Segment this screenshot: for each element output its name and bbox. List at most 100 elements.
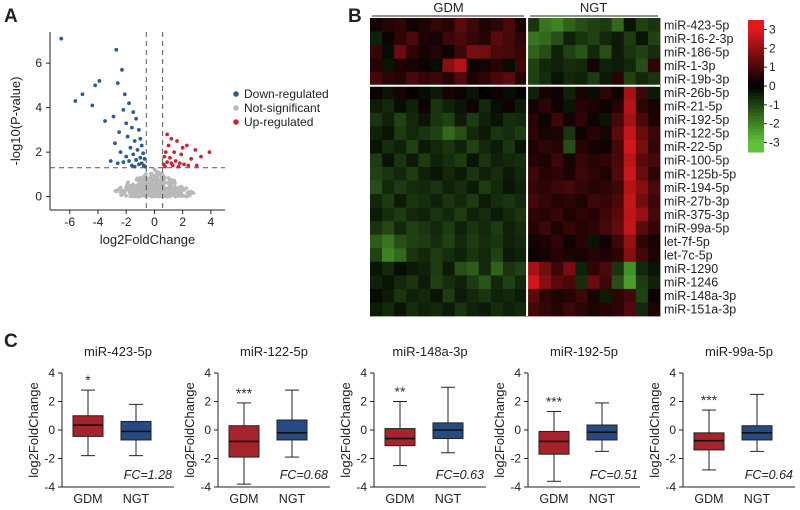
heatmap-cell [635, 139, 649, 154]
heatmap-cell [454, 31, 468, 46]
heatmap-cell [442, 85, 455, 100]
heatmap-cell [515, 139, 528, 154]
colorbar-segment [748, 72, 764, 77]
heatmap-cell [490, 207, 504, 222]
point-up [199, 154, 203, 159]
heatmap-cell [502, 18, 516, 32]
heatmap-cell [527, 58, 540, 73]
heatmap-cell [406, 45, 419, 60]
point-not-significant [142, 190, 147, 195]
colorbar-segment [748, 115, 764, 120]
heatmap-cell [430, 221, 443, 236]
heatmap-cell [599, 99, 613, 114]
heatmap-cell [611, 18, 625, 32]
heatmap-cell [575, 72, 588, 87]
heatmap-cell [611, 275, 625, 290]
legend-label: Up-regulated [244, 115, 313, 129]
point-not-significant [115, 189, 119, 194]
row-label: miR-100-5p [664, 154, 729, 168]
point-down [73, 99, 78, 103]
category-label: NGT [744, 492, 771, 506]
heatmap-cell [575, 99, 588, 114]
heatmap-cell [394, 31, 407, 46]
heatmap-cell [502, 99, 516, 114]
heatmap-cell [647, 180, 661, 195]
heatmap-cell [418, 31, 431, 46]
boxplot-5: miR-99a-5p -4 -2 0 2 4 log2FoldChange GDM NGT ***… [647, 344, 795, 506]
heatmap-cell [394, 58, 407, 73]
heatmap-cell [490, 126, 504, 141]
heatmap-cell [442, 302, 455, 317]
point-not-significant [154, 189, 159, 194]
y-tick-label: 4 [514, 366, 521, 380]
heatmap-cell [442, 153, 455, 168]
heatmap-cell [454, 18, 468, 32]
heatmap-cell [611, 261, 625, 276]
y-axis-label: log2FoldChange [182, 382, 197, 477]
point-up [182, 162, 186, 167]
heatmap-cell [430, 248, 443, 263]
heatmap-cell [527, 167, 540, 181]
heatmap-cell [370, 99, 383, 114]
heatmap-cell [466, 139, 480, 154]
heatmap-cell [539, 288, 552, 303]
colorbar-segment [748, 49, 764, 54]
point-down [80, 92, 85, 97]
colorbar-segment [748, 145, 764, 150]
heatmap-cell [466, 58, 480, 73]
point-up [168, 155, 172, 160]
x-tick-label: -6 [64, 215, 75, 229]
boxplot-title: miR-99a-5p [705, 344, 773, 359]
category-label: GDM [385, 492, 414, 506]
point-not-significant [148, 182, 153, 187]
heatmap-cell [599, 288, 613, 303]
heatmap-cell [490, 112, 504, 127]
heatmap-cell [551, 302, 564, 317]
heatmap-cell [551, 126, 564, 141]
y-tick-label: 2 [360, 395, 367, 409]
heatmap-cell [490, 288, 504, 303]
heatmap-cell [430, 99, 443, 114]
heatmap-cell [647, 85, 661, 100]
heatmap-cell [430, 45, 443, 60]
heatmap-cell [575, 18, 588, 32]
heatmap-cell [563, 72, 576, 87]
heatmap-cell [406, 194, 419, 209]
point-up [179, 152, 184, 157]
heatmap-cell [502, 194, 516, 209]
volcano-plot: -6 -4 -2 0 2 4 0 2 4 6 log2FoldChange -log10(P-valu… [8, 32, 329, 247]
heatmap-cell [418, 288, 431, 303]
heatmap-cell [430, 126, 443, 141]
point-not-significant [157, 193, 161, 198]
heatmap-cell [430, 139, 443, 154]
heatmap-cell [563, 302, 576, 317]
point-not-significant [157, 181, 162, 186]
heatmap-cell [515, 85, 528, 100]
legend-label: Not-significant [244, 101, 321, 115]
heatmap-cell [370, 31, 383, 46]
y-tick-label: -4 [665, 480, 676, 494]
heatmap-cell [575, 275, 588, 290]
colorbar-tick-label: -2 [769, 117, 780, 131]
heatmap-cell [587, 180, 600, 195]
point-down [59, 36, 64, 41]
heatmap-cell [599, 85, 613, 100]
heatmap-cell [623, 153, 637, 168]
row-label: miR-1290 [664, 262, 718, 276]
heatmap-cell [430, 72, 443, 87]
heatmap-cell [527, 288, 540, 303]
heatmap-cell [623, 248, 637, 263]
heatmap-cell [611, 167, 625, 181]
heatmap-cell [563, 261, 576, 276]
heatmap-cell [478, 18, 492, 32]
row-label: miR-26b-5p [664, 86, 729, 100]
heatmap-cell [466, 85, 480, 100]
heatmap-cell [647, 288, 661, 303]
y-tick-label: 4 [360, 366, 367, 380]
heatmap-cell [502, 139, 516, 154]
heatmap-cell [599, 248, 613, 263]
heatmap-cell [382, 194, 395, 209]
heatmap-cell [527, 139, 540, 154]
panel-label-c: C [4, 331, 18, 352]
heatmap-cell [647, 207, 661, 222]
